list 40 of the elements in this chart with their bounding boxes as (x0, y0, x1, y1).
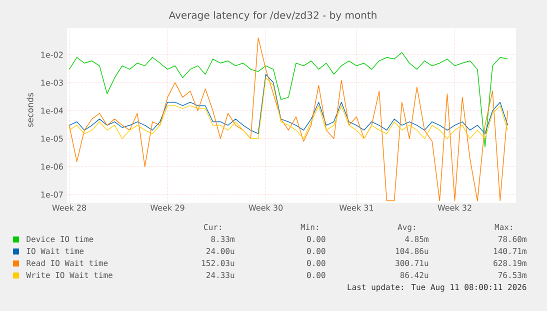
text: 78.60m (498, 236, 526, 242)
legend-label: Write IO Wait time (26, 272, 112, 278)
text: 86.42u (400, 272, 428, 278)
text: Min: (300, 224, 318, 230)
y-tick-label: 1e-03 (41, 80, 63, 86)
text: 24.00u (206, 248, 234, 254)
text: 4.85m (405, 236, 428, 242)
chart-title: Average latency for /dev/zd32 - by month (168, 11, 376, 21)
text: 76.53m (498, 272, 526, 278)
text: 0.00 (307, 248, 326, 254)
x-tick-label: Week 31 (339, 204, 374, 211)
y-tick-label: 1e-04 (41, 108, 64, 114)
text: 24.33u (206, 272, 234, 278)
x-tick-label: Week 28 (52, 204, 86, 211)
text: 0.00 (307, 236, 326, 242)
text: Last update: Tue Aug 11 08:00:11 2026 (348, 284, 526, 292)
x-tick-label: Week 30 (248, 204, 283, 211)
y-axis-title: seconds (26, 93, 34, 127)
text: 628.19m (494, 260, 526, 266)
text: Max: (494, 224, 512, 230)
y-tick-label: 1e-02 (41, 52, 63, 58)
text: 104.86u (396, 248, 428, 254)
text: Avg: (398, 224, 415, 232)
text: 0.00 (307, 272, 326, 278)
legend-label: Read IO Wait time (26, 260, 108, 266)
x-tick-label: Week 32 (438, 204, 472, 211)
text: 140.71m (494, 248, 526, 254)
line-series (68, 37, 508, 202)
text: 8.33m (211, 236, 234, 242)
text: Cur: (204, 224, 221, 230)
text: 152.03u (202, 260, 234, 266)
y-tick-label: 1e-06 (41, 164, 63, 170)
text: 0.00 (307, 260, 326, 266)
line-series (68, 52, 508, 148)
y-tick-label: 1e-07 (41, 192, 63, 198)
legend-label: IO Wait time (26, 248, 84, 254)
legend-label: Device IO time (26, 236, 94, 242)
x-tick-label: Week 29 (150, 204, 184, 211)
y-tick-label: 1e-05 (41, 136, 63, 142)
text: 300.71u (396, 260, 428, 266)
